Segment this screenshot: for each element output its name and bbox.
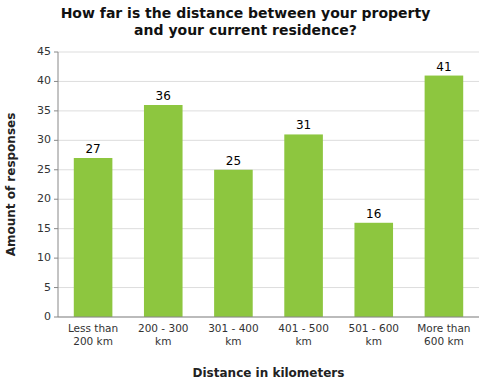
x-axis: Less than200 km 200 - 300km 301 - 400km 401…	[58, 317, 479, 347]
y-tick-label: 30	[37, 133, 51, 146]
data-label: 36	[156, 89, 171, 103]
bar	[425, 76, 464, 317]
data-label: 25	[226, 154, 241, 168]
chart-svg: 0 5 10 15 20 25 30 35 40 45 27 36 25 31 16 41 Less than2…	[0, 0, 491, 387]
grid-line	[58, 287, 479, 288]
bar	[214, 170, 253, 317]
y-tick	[54, 258, 58, 259]
grid-line	[58, 199, 479, 200]
y-tick	[54, 228, 58, 229]
y-tick	[54, 52, 58, 53]
grid-line	[58, 258, 479, 259]
x-tick-label: Less than200 km	[68, 322, 118, 347]
x-axis-label: Distance in kilometers	[193, 366, 345, 380]
data-label: 41	[436, 60, 451, 74]
y-tick-label: 0	[44, 310, 51, 323]
grid-line	[58, 110, 479, 111]
grid-line	[58, 81, 479, 82]
x-tick-label: 501 - 600km	[348, 322, 399, 347]
data-label: 27	[85, 142, 100, 156]
bars	[74, 76, 463, 317]
y-tick	[54, 110, 58, 111]
y-axis-label: Amount of responses	[4, 113, 18, 257]
bar	[74, 158, 113, 317]
data-label: 31	[296, 118, 311, 132]
y-tick	[54, 317, 58, 318]
y-axis-line	[58, 52, 59, 317]
grid-line	[58, 228, 479, 229]
x-tick-label: More than600 km	[417, 322, 470, 347]
y-tick-label: 5	[44, 281, 51, 294]
x-tick-label: 401 - 500km	[278, 322, 329, 347]
y-tick	[54, 199, 58, 200]
x-tick-label: 301 - 400km	[208, 322, 259, 347]
bar	[354, 223, 393, 317]
y-tick-label: 45	[37, 45, 51, 58]
x-axis-line	[58, 317, 479, 318]
grid-line	[58, 52, 479, 53]
y-tick-label: 10	[37, 251, 51, 264]
y-tick-label: 20	[37, 192, 51, 205]
y-tick	[54, 287, 58, 288]
y-tick-label: 15	[37, 222, 51, 235]
bar	[284, 134, 323, 317]
y-axis: 0 5 10 15 20 25 30 35 40 45	[37, 45, 58, 323]
grid-line	[58, 317, 479, 318]
grid-line	[58, 169, 479, 170]
y-tick-label: 40	[37, 74, 51, 87]
title: How far is the distance between your pro…	[61, 5, 431, 38]
x-tick-label: 200 - 300km	[138, 322, 189, 347]
y-tick-label: 25	[37, 163, 51, 176]
chart-container: 0 5 10 15 20 25 30 35 40 45 27 36 25 31 16 41 Less than2…	[0, 0, 491, 387]
y-tick	[54, 140, 58, 141]
data-label: 16	[366, 207, 381, 221]
grid-line	[58, 140, 479, 141]
y-tick-label: 35	[37, 104, 51, 117]
grid	[58, 52, 479, 317]
bar	[144, 105, 183, 317]
y-tick	[54, 169, 58, 170]
data-labels: 27 36 25 31 16 41	[85, 60, 451, 221]
y-tick	[54, 81, 58, 82]
